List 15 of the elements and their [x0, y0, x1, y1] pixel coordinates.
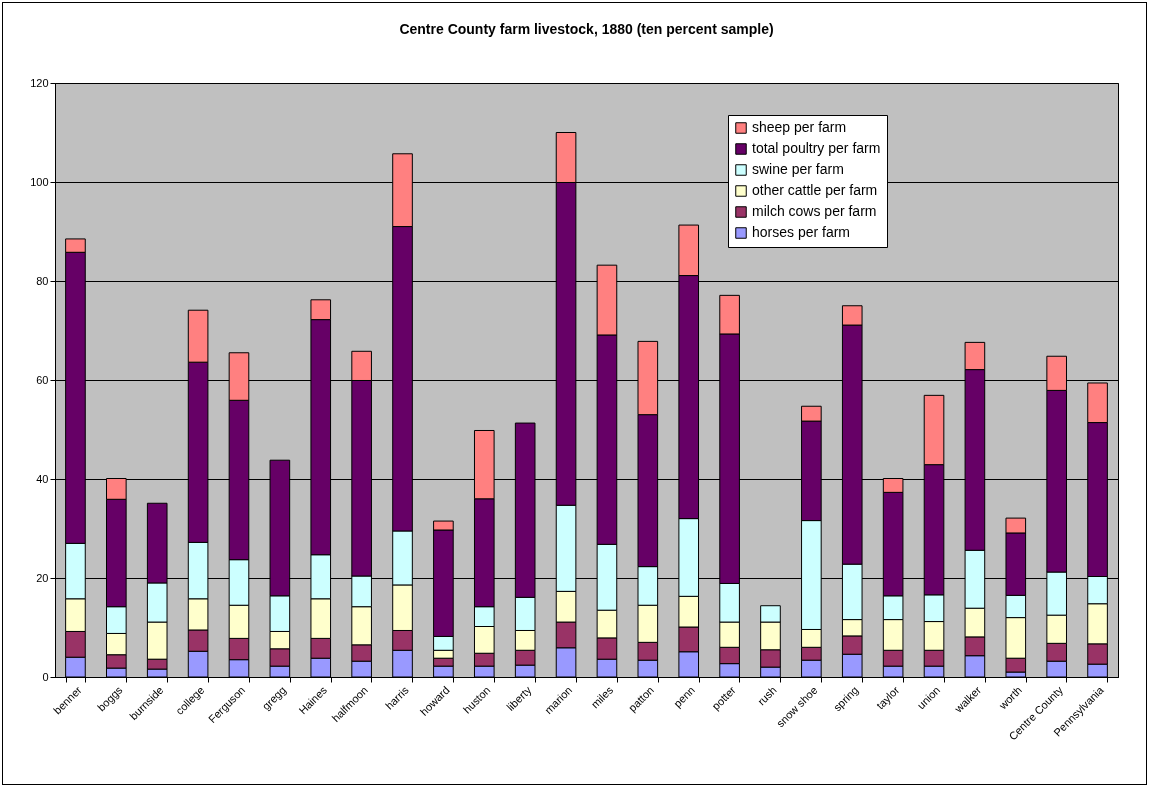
legend-label: horses per farm [752, 224, 851, 240]
legend-label: sheep per farm [752, 119, 847, 135]
y-tick-label: 0 [42, 670, 49, 683]
legend-label: milch cows per farm [752, 203, 877, 219]
y-tick-label: 60 [36, 373, 49, 386]
legend-label: swine per farm [752, 161, 844, 177]
x-tick-label: rush [755, 683, 779, 708]
y-tick-label: 80 [36, 274, 49, 287]
y-tick-label: 20 [36, 571, 49, 584]
legend-label: total poultry per farm [752, 140, 881, 156]
y-tick-label: 100 [30, 175, 49, 188]
legend-label: other cattle per farm [752, 182, 878, 198]
y-tick-label: 120 [30, 76, 49, 89]
y-tick-label: 40 [36, 472, 49, 485]
chart-title: Centre County farm livestock, 1880 (ten percent sample) [399, 21, 774, 37]
